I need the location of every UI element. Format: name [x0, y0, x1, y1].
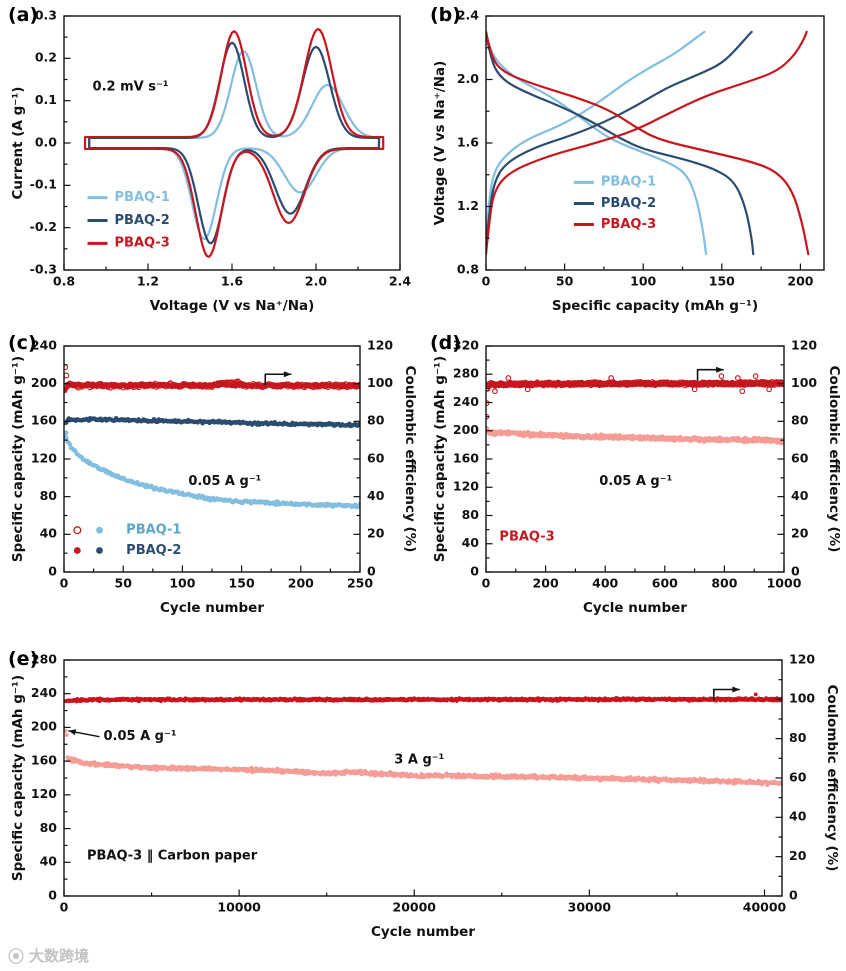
panel-a: (a) — [6, 2, 418, 320]
panel-a-label: (a) — [8, 4, 39, 26]
panel-e: (e) — [6, 646, 840, 946]
panel-d-chart — [428, 330, 842, 622]
watermark-logo-icon: ⦿ — [8, 949, 25, 966]
watermark-text: 大数跨境 — [29, 947, 90, 965]
panel-e-chart — [6, 646, 840, 946]
panel-b-chart — [428, 2, 842, 320]
panel-b-label: (b) — [430, 4, 461, 26]
panel-c: (c) — [6, 330, 418, 622]
panel-b: (b) — [428, 2, 842, 320]
panel-a-chart — [6, 2, 418, 320]
panel-e-label: (e) — [8, 648, 39, 670]
watermark: ⦿ 大数跨境 — [8, 943, 89, 967]
panel-c-label: (c) — [8, 332, 37, 354]
panel-d-label: (d) — [430, 332, 461, 354]
panel-c-chart — [6, 330, 418, 622]
panel-d: (d) — [428, 330, 842, 622]
